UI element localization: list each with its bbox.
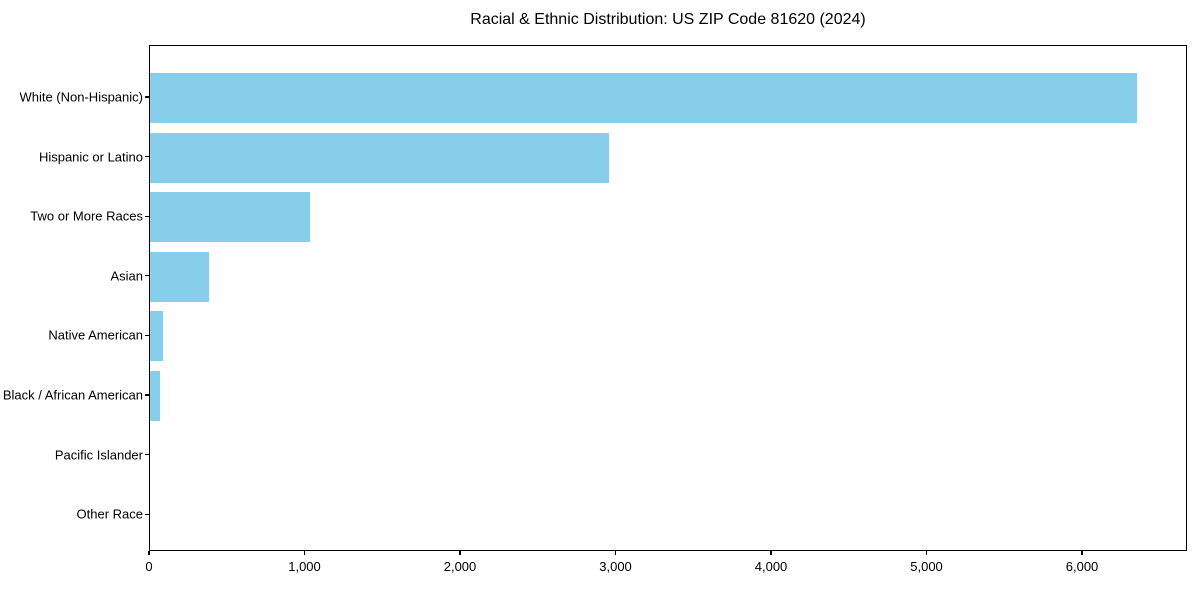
- y-tick-label: Black / African American: [2, 387, 143, 403]
- y-tick-label: White (Non-Hispanic): [19, 89, 143, 105]
- x-tick-label: 5,000: [910, 559, 943, 574]
- x-tick-label: 4,000: [754, 559, 788, 574]
- bar-asian: [150, 251, 210, 302]
- y-tick-mark: [145, 96, 149, 98]
- bar-hispanic-or-latino: [150, 132, 609, 183]
- bar-two-or-more-races: [150, 192, 311, 243]
- chart-title: Racial & Ethnic Distribution: US ZIP Cod…: [470, 11, 866, 28]
- bar-native-american: [150, 311, 164, 362]
- x-tick-mark: [1081, 551, 1083, 555]
- x-tick-mark: [770, 551, 772, 555]
- x-tick-mark: [925, 551, 928, 555]
- y-tick-mark: [145, 453, 149, 456]
- y-tick-mark: [145, 275, 149, 277]
- x-tick-label: 6,000: [1065, 559, 1099, 574]
- y-tick-label: Two or More Races: [30, 208, 143, 224]
- y-tick-mark: [145, 513, 149, 515]
- bar-black-african-american: [150, 371, 161, 421]
- x-tick-label: 3,000: [599, 559, 632, 574]
- y-tick-label: Pacific Islander: [54, 447, 143, 463]
- y-tick-label: Other Race: [76, 506, 143, 522]
- y-tick-mark: [145, 215, 149, 217]
- y-tick-label: Asian: [110, 268, 143, 284]
- plot-area: [149, 45, 1187, 551]
- x-tick-mark: [459, 551, 461, 555]
- y-tick-mark: [145, 155, 149, 158]
- x-tick-label: 1,000: [288, 559, 321, 574]
- x-tick-mark: [614, 551, 617, 555]
- x-tick-label: 0: [145, 559, 153, 574]
- y-tick-label: Hispanic or Latino: [38, 149, 143, 165]
- y-tick-mark: [145, 334, 149, 337]
- y-tick-label: Native American: [48, 327, 143, 343]
- x-tick-label: 2,000: [443, 559, 477, 574]
- y-tick-mark: [145, 394, 149, 396]
- x-tick-mark: [303, 551, 306, 555]
- bar-white-non-hispanic: [150, 73, 1138, 123]
- x-tick-mark: [148, 551, 150, 555]
